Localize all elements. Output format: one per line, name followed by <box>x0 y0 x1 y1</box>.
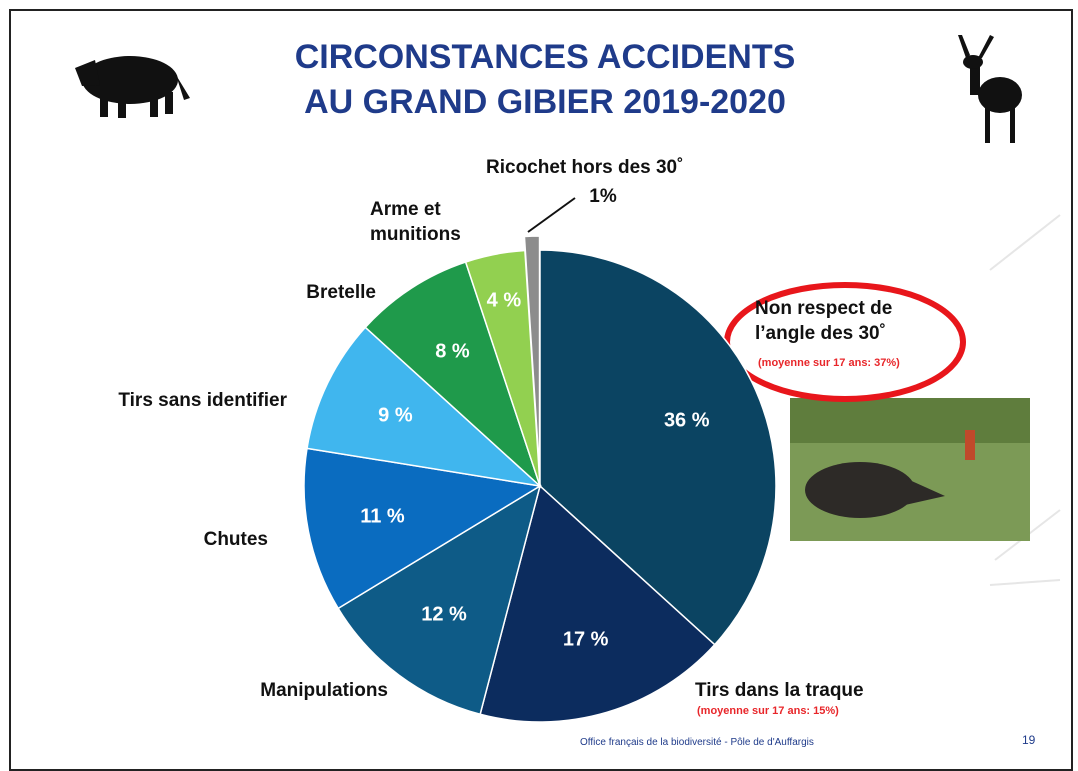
value-label: 17 % <box>562 628 609 651</box>
annotation: (moyenne sur 17 ans: 37%) <box>758 357 900 369</box>
footer: Office français de la biodiversité - Pôl… <box>580 737 814 748</box>
value-label: 9 % <box>378 404 413 427</box>
category-label: Chutes <box>203 529 268 550</box>
category-label: Ricochet hors des 30˚ <box>486 157 684 178</box>
pie-slice <box>306 326 543 488</box>
pie-slice <box>479 484 716 723</box>
pie-slice <box>337 484 542 716</box>
category-label: Arme et munitions <box>370 199 461 245</box>
category-label: Manipulations <box>260 680 388 701</box>
value-label: 4 % <box>486 289 522 312</box>
annotation: (moyenne sur 17 ans: 15%) <box>697 705 839 717</box>
category-label: Non respect de l’angle des 30˚ <box>755 298 893 344</box>
boar-icon <box>75 56 190 118</box>
pie-slice <box>523 235 541 473</box>
pie-slice <box>303 447 543 610</box>
category-label: Tirs sans identifier <box>118 390 287 411</box>
deer-icon <box>958 35 1022 143</box>
category-label: Bretelle <box>306 282 376 303</box>
page-number: 19 <box>1022 733 1036 747</box>
value-label: 8 % <box>435 340 470 362</box>
leader-line <box>527 197 576 233</box>
slide-border <box>9 9 1073 771</box>
value-label: 12 % <box>421 603 467 626</box>
title: CIRCONSTANCES ACCIDENTS <box>294 38 796 76</box>
boar-photo <box>790 398 1030 541</box>
category-label: Tirs dans la traque <box>695 680 864 701</box>
pie-slice <box>539 249 777 646</box>
value-label: 11 % <box>360 505 405 528</box>
title: AU GRAND GIBIER 2019-2020 <box>304 83 786 121</box>
value-label: 1% <box>589 186 617 207</box>
value-label: 36 % <box>663 409 710 432</box>
pie-slice <box>364 261 542 489</box>
